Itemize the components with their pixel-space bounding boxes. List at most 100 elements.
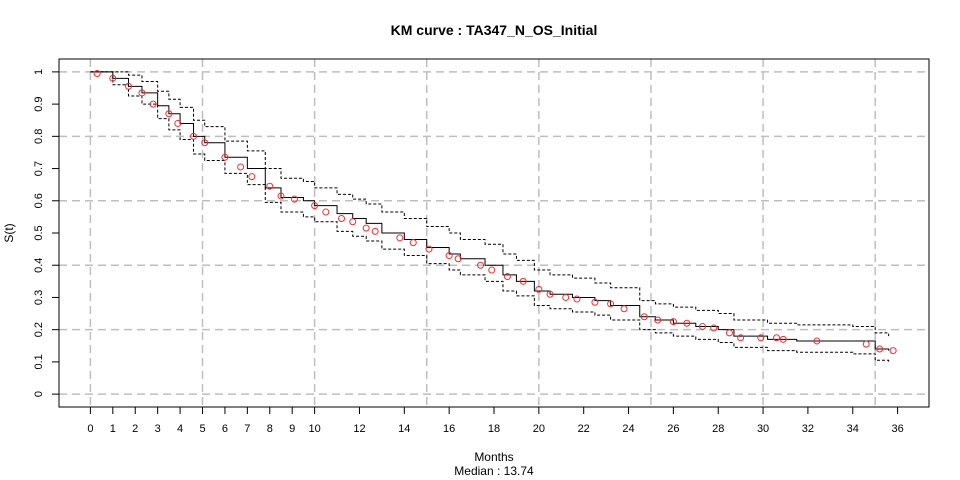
x-tick-label: 34 xyxy=(847,423,859,435)
censor-point xyxy=(266,182,274,190)
censor-point xyxy=(640,313,648,321)
y-tick-label: 0.3 xyxy=(33,290,45,305)
censor-point xyxy=(277,192,285,200)
censor-point xyxy=(477,261,485,269)
x-tick-label: 7 xyxy=(244,423,250,435)
censor-point xyxy=(201,139,209,147)
censor-point xyxy=(519,277,527,285)
median-label: Median : 13.74 xyxy=(454,464,534,478)
censor-point xyxy=(311,202,319,210)
censor-point xyxy=(396,234,404,242)
censor-point xyxy=(699,322,707,330)
censor-point xyxy=(237,163,245,171)
censor-point xyxy=(620,305,628,313)
chart-title: KM curve : TA347_N_OS_Initial xyxy=(391,22,598,38)
x-tick-label: 28 xyxy=(712,423,724,435)
censor-point xyxy=(607,300,615,308)
censor-point xyxy=(779,335,787,343)
confidence-band-line xyxy=(90,71,890,337)
y-tick-label: 0.7 xyxy=(33,161,45,176)
survival-step-line xyxy=(90,71,890,351)
x-tick-label: 4 xyxy=(177,423,183,435)
y-tick-label: 0.5 xyxy=(33,225,45,240)
censor-point xyxy=(349,218,357,226)
censor-point xyxy=(503,273,511,280)
x-tick-label: 18 xyxy=(488,423,500,435)
censor-point xyxy=(125,82,133,90)
censor-point xyxy=(425,245,433,253)
censor-point xyxy=(737,334,745,342)
x-tick-label: 14 xyxy=(398,423,410,435)
x-tick-label: 0 xyxy=(87,423,93,435)
confidence-bands xyxy=(90,71,890,364)
censor-point xyxy=(221,153,229,161)
censor-point xyxy=(862,340,870,348)
censor-point xyxy=(290,195,298,203)
y-tick-label: 0.9 xyxy=(33,96,45,111)
y-axis-label: S(t) xyxy=(2,223,16,242)
censor-point xyxy=(138,89,146,97)
censor-point xyxy=(876,345,884,353)
x-axis: 0 1 2 3 4 5 6 7 8 9 10 12 14 16 18 20 22 24 26 28 30 32 34 36 xyxy=(87,407,904,435)
censor-point xyxy=(322,208,330,216)
censor-point xyxy=(562,293,570,301)
censor-point xyxy=(535,285,543,293)
x-tick-label: 8 xyxy=(267,423,273,435)
y-tick-label: 0.8 xyxy=(33,129,45,144)
censor-point xyxy=(813,337,821,345)
censor-point xyxy=(710,324,718,332)
x-tick-label: 10 xyxy=(308,423,320,435)
x-tick-label: 6 xyxy=(222,423,228,435)
censor-point xyxy=(409,239,417,247)
grid-lines xyxy=(59,59,929,407)
x-tick-label: 20 xyxy=(533,423,545,435)
confidence-band-line xyxy=(90,71,890,364)
x-tick-label: 5 xyxy=(199,423,205,435)
censor-point xyxy=(371,227,379,235)
x-tick-label: 1 xyxy=(110,423,116,435)
x-tick-label: 16 xyxy=(443,423,455,435)
censor-point xyxy=(174,119,182,127)
censor-point xyxy=(338,215,346,222)
x-tick-label: 3 xyxy=(155,423,161,435)
censor-point xyxy=(248,173,256,181)
y-tick-label: 0 xyxy=(33,391,45,397)
x-tick-label: 26 xyxy=(667,423,679,435)
censor-point xyxy=(669,318,677,326)
x-axis-label: Months xyxy=(474,450,513,464)
censor-point xyxy=(573,295,581,303)
censor-marks xyxy=(93,70,897,355)
y-axis: 0 0.1 0.2 0.3 0.4 0.5 0.6 0.7 0.8 0.9 1 xyxy=(33,69,59,397)
x-tick-label: 9 xyxy=(289,423,295,435)
censor-point xyxy=(362,224,370,232)
y-tick-label: 0.2 xyxy=(33,322,45,337)
x-tick-label: 32 xyxy=(802,423,814,435)
censor-point xyxy=(454,255,462,263)
censor-point xyxy=(773,334,781,342)
x-tick-label: 12 xyxy=(353,423,365,435)
censor-point xyxy=(546,290,554,298)
x-tick-label: 2 xyxy=(132,423,138,435)
censor-point xyxy=(757,334,765,342)
censor-point xyxy=(683,319,691,327)
y-tick-label: 0.1 xyxy=(33,354,45,369)
censor-point xyxy=(109,74,117,82)
censor-point xyxy=(445,252,453,260)
censor-point xyxy=(654,316,662,324)
x-tick-label: 30 xyxy=(757,423,769,435)
censor-point xyxy=(149,100,157,108)
x-tick-label: 22 xyxy=(578,423,590,435)
x-tick-label: 24 xyxy=(622,423,634,435)
censor-point xyxy=(488,266,496,274)
censor-point xyxy=(165,110,173,118)
censor-point xyxy=(591,298,599,306)
censor-point xyxy=(725,329,733,337)
y-tick-label: 0.6 xyxy=(33,193,45,208)
censor-point xyxy=(889,347,897,355)
survival-curve xyxy=(90,71,890,351)
y-tick-label: 1 xyxy=(33,69,45,75)
censor-point xyxy=(93,70,101,77)
censor-point xyxy=(190,132,198,140)
plot-frame xyxy=(58,58,930,408)
